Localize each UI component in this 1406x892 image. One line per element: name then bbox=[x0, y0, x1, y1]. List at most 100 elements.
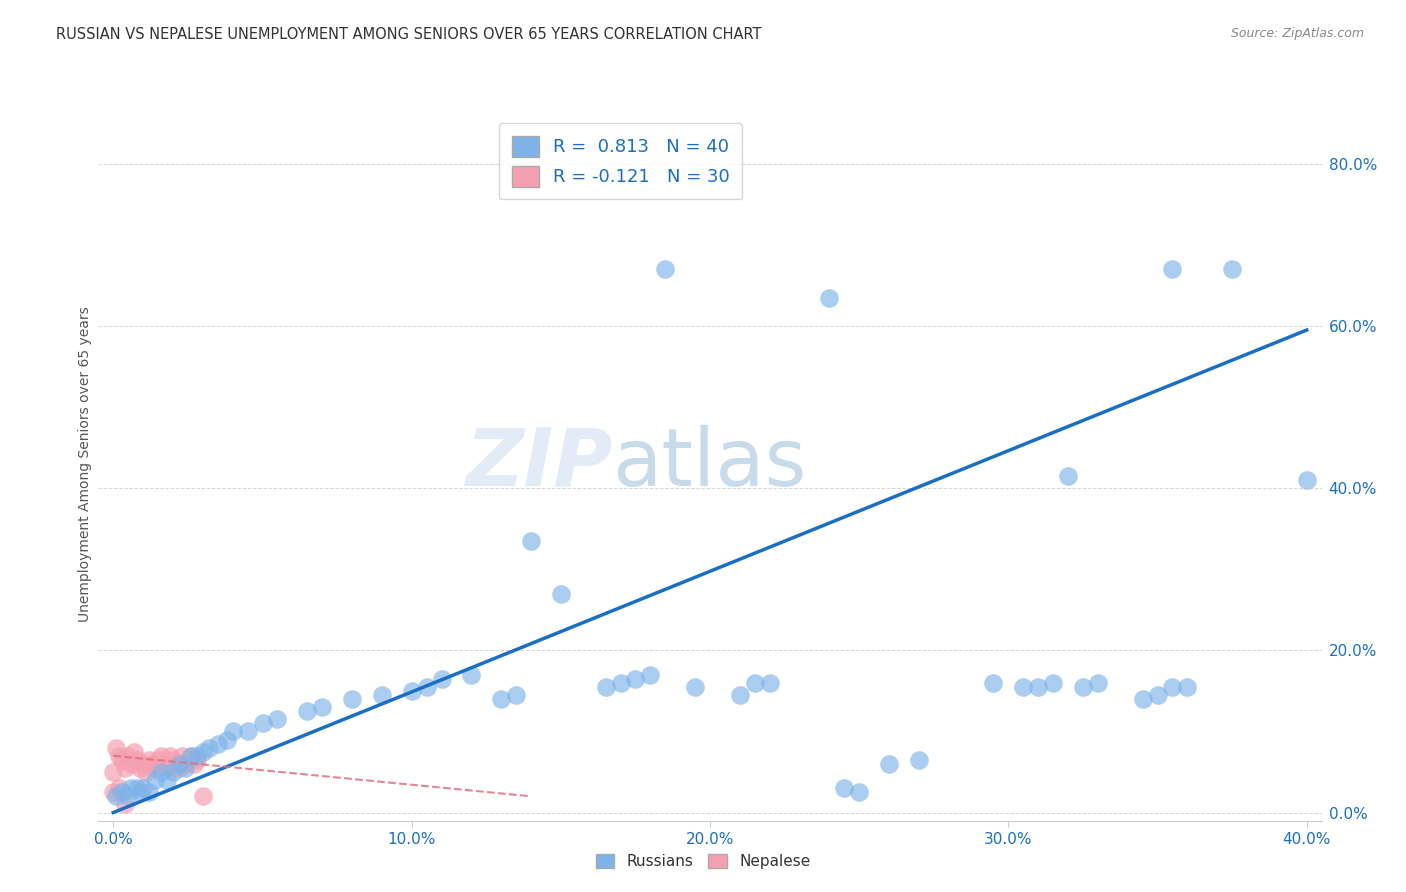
Text: Source: ZipAtlas.com: Source: ZipAtlas.com bbox=[1230, 27, 1364, 40]
Point bbox=[221, 724, 243, 739]
Point bbox=[758, 675, 780, 690]
Point bbox=[297, 704, 319, 718]
Point bbox=[132, 781, 155, 796]
Point bbox=[180, 748, 202, 763]
Point bbox=[103, 785, 125, 799]
Point bbox=[108, 748, 131, 763]
Point bbox=[167, 756, 190, 771]
Point bbox=[624, 672, 647, 686]
Point bbox=[1161, 262, 1184, 277]
Point bbox=[983, 675, 1005, 690]
Point bbox=[832, 781, 855, 796]
Point bbox=[156, 773, 179, 788]
Point bbox=[120, 781, 142, 796]
Point bbox=[415, 680, 437, 694]
Point bbox=[129, 785, 152, 799]
Point bbox=[744, 675, 766, 690]
Point bbox=[1295, 473, 1317, 487]
Point bbox=[1220, 262, 1243, 277]
Point bbox=[266, 712, 288, 726]
Point bbox=[236, 724, 259, 739]
Point bbox=[311, 700, 333, 714]
Point bbox=[141, 756, 163, 771]
Text: RUSSIAN VS NEPALESE UNEMPLOYMENT AMONG SENIORS OVER 65 YEARS CORRELATION CHART: RUSSIAN VS NEPALESE UNEMPLOYMENT AMONG S… bbox=[56, 27, 762, 42]
Point bbox=[215, 732, 238, 747]
Point bbox=[1146, 688, 1168, 702]
Point bbox=[183, 756, 205, 771]
Point bbox=[150, 764, 173, 779]
Point bbox=[198, 740, 221, 755]
Point bbox=[186, 753, 208, 767]
Point bbox=[1087, 675, 1109, 690]
Point bbox=[191, 745, 214, 759]
Point bbox=[159, 748, 181, 763]
Point bbox=[108, 781, 131, 796]
Point bbox=[122, 745, 145, 759]
Point bbox=[609, 675, 631, 690]
Point bbox=[111, 785, 134, 799]
Point bbox=[1161, 680, 1184, 694]
Point bbox=[146, 753, 169, 767]
Point bbox=[153, 756, 176, 771]
Point bbox=[1057, 469, 1080, 483]
Point bbox=[105, 740, 128, 755]
Point bbox=[111, 753, 134, 767]
Point bbox=[114, 761, 136, 775]
Point bbox=[138, 785, 160, 799]
Point bbox=[138, 753, 160, 767]
Point bbox=[186, 748, 208, 763]
Point bbox=[654, 262, 676, 277]
Point bbox=[127, 753, 149, 767]
Point bbox=[371, 688, 394, 702]
Point bbox=[340, 692, 363, 706]
Point bbox=[550, 586, 572, 600]
Point bbox=[180, 748, 202, 763]
Point bbox=[117, 748, 139, 763]
Point bbox=[595, 680, 617, 694]
Point bbox=[167, 761, 190, 775]
Point bbox=[401, 684, 423, 698]
Point bbox=[683, 680, 706, 694]
Point bbox=[114, 797, 136, 812]
Point bbox=[174, 761, 197, 775]
Point bbox=[489, 692, 512, 706]
Point bbox=[135, 764, 157, 779]
Point bbox=[120, 756, 142, 771]
Point bbox=[127, 781, 149, 796]
Legend: Russians, Nepalese: Russians, Nepalese bbox=[589, 847, 817, 875]
Point bbox=[460, 667, 482, 681]
Point bbox=[156, 761, 179, 775]
Point bbox=[1132, 692, 1154, 706]
Point bbox=[162, 753, 184, 767]
Point bbox=[162, 764, 184, 779]
Point bbox=[1177, 680, 1199, 694]
Point bbox=[640, 667, 662, 681]
Point bbox=[1071, 680, 1094, 694]
Point bbox=[132, 756, 155, 771]
Point bbox=[1026, 680, 1049, 694]
Text: atlas: atlas bbox=[612, 425, 807, 503]
Point bbox=[505, 688, 527, 702]
Point bbox=[143, 761, 166, 775]
Point bbox=[908, 753, 931, 767]
Point bbox=[129, 761, 152, 775]
Point bbox=[170, 748, 193, 763]
Text: ZIP: ZIP bbox=[465, 425, 612, 503]
Point bbox=[877, 756, 900, 771]
Point bbox=[520, 533, 543, 548]
Y-axis label: Unemployment Among Seniors over 65 years: Unemployment Among Seniors over 65 years bbox=[79, 306, 93, 622]
Point bbox=[1042, 675, 1064, 690]
Point bbox=[165, 756, 187, 771]
Point bbox=[818, 291, 841, 305]
Legend: R =  0.813   N = 40, R = -0.121   N = 30: R = 0.813 N = 40, R = -0.121 N = 30 bbox=[499, 123, 742, 199]
Point bbox=[1012, 680, 1035, 694]
Point bbox=[252, 716, 274, 731]
Point bbox=[430, 672, 453, 686]
Point bbox=[143, 773, 166, 788]
Point bbox=[177, 753, 200, 767]
Point bbox=[174, 756, 197, 771]
Point bbox=[207, 737, 229, 751]
Point bbox=[848, 785, 870, 799]
Point bbox=[103, 764, 125, 779]
Point bbox=[150, 748, 173, 763]
